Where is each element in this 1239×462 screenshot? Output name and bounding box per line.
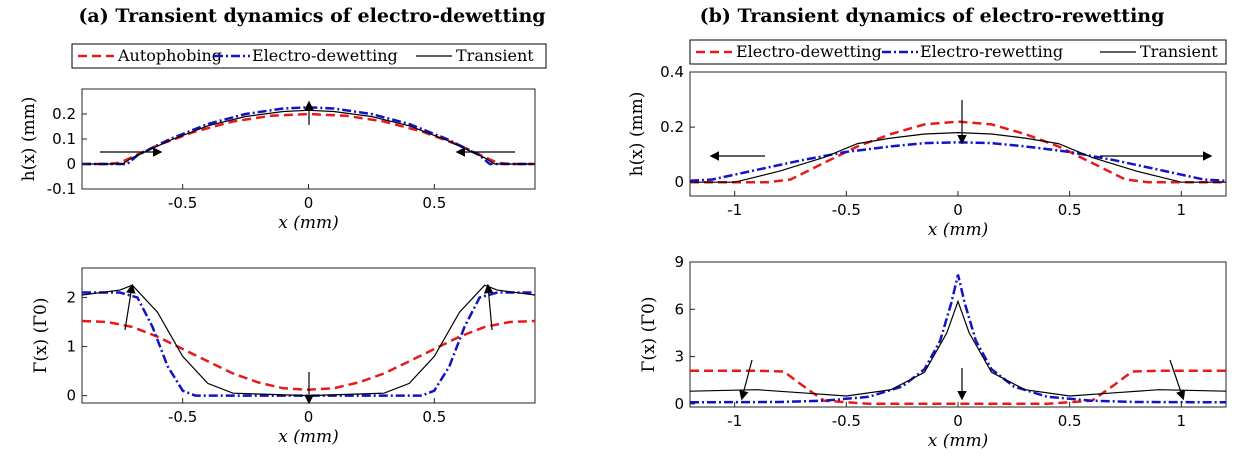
- x-tick-label: 0: [953, 201, 963, 219]
- y-tick-label: 0.2: [660, 118, 684, 136]
- series-transient-line: [690, 299, 1226, 397]
- legend-label-transient-b: Transient: [1140, 42, 1218, 61]
- x-axis-label: x (mm): [278, 213, 339, 233]
- panel-a-top: -0.5 0 0.5 -0.1 0 0.1 0.2 x (mm) h(x) (mm): [19, 88, 536, 233]
- y-axis-label: Γ(x) (Γ0): [639, 297, 659, 373]
- direction-arrow: [739, 359, 753, 401]
- x-tick-label: 0: [953, 412, 963, 430]
- y-tick-label: 0: [66, 387, 76, 405]
- y-tick-label: 9: [674, 253, 684, 271]
- y-tick-label: 0.2: [52, 105, 76, 123]
- y-tick-label: 0: [674, 173, 684, 191]
- direction-arrow: [1169, 359, 1186, 401]
- x-axis-label: x (mm): [928, 431, 989, 451]
- x-tick-label: 0: [304, 194, 314, 212]
- x-tick-label: 1: [1177, 201, 1187, 219]
- x-tick-label: -0.5: [832, 412, 861, 430]
- y-tick-label: 6: [674, 300, 684, 318]
- plot-area: -0.5 0 0.5 -0.1 0 0.1 0.2 x (mm) h(x) (mm) -0.5 0 0…: [19, 63, 1227, 451]
- x-tick-label: -0.5: [168, 408, 197, 426]
- x-tick-label: -0.5: [168, 194, 197, 212]
- panel-b-bottom: -1 -0.5 0 0.5 1 0 3 6 9 x (mm) Γ(x) (Γ0): [639, 253, 1227, 451]
- series-electro-dewetting-line: [690, 120, 1226, 184]
- x-tick-label: -1: [727, 412, 742, 430]
- panel-a-legend: Autophobing Electro-dewetting Transient: [71, 43, 547, 69]
- x-axis-label: x (mm): [278, 427, 339, 447]
- x-tick-label: 0.5: [422, 408, 446, 426]
- x-tick-label: 1: [1177, 412, 1187, 430]
- series-electro-dewetting-line: [82, 291, 535, 397]
- direction-arrow: [124, 283, 136, 331]
- y-tick-label: 3: [674, 348, 684, 366]
- y-axis-label: h(x) (mm): [627, 92, 647, 177]
- series-transient-line: [690, 131, 1226, 183]
- panel-b-title: (b) Transient dynamics of electro-rewett…: [700, 5, 1165, 27]
- y-axis-label: Γ(x) (Γ0): [31, 298, 51, 374]
- x-tick-label: -1: [727, 201, 742, 219]
- x-tick-label: 0.5: [1058, 412, 1082, 430]
- axes-box-b-bottom: [689, 261, 1227, 408]
- panel-b-top: -1 -0.5 0 0.5 1 0 0.2 0.4 x (mm) h(x) (mm): [627, 63, 1227, 240]
- legend-label-electro-rewetting: Electro-rewetting: [920, 42, 1063, 61]
- legend-label-electro-dewetting: Electro-dewetting: [252, 46, 398, 65]
- x-tick-label: 0: [304, 408, 314, 426]
- legend-label-transient: Transient: [456, 46, 534, 65]
- x-tick-label: -0.5: [832, 201, 861, 219]
- y-tick-label: 2: [66, 288, 76, 306]
- y-axis-label: h(x) (mm): [19, 97, 39, 182]
- y-tick-label: 0.4: [660, 63, 684, 81]
- axes-box-b-top: [689, 71, 1227, 197]
- x-tick-label: 0.5: [422, 194, 446, 212]
- legend-label-autophobing: Autophobing: [117, 46, 222, 65]
- y-tick-label: 0: [66, 155, 76, 173]
- direction-arrow: [483, 283, 494, 331]
- series-electro-rewetting-line: [690, 274, 1226, 404]
- y-tick-label: -0.1: [47, 180, 76, 198]
- panel-a-title: (a) Transient dynamics of electro-dewett…: [78, 5, 545, 27]
- y-tick-label: 1: [66, 338, 76, 356]
- y-tick-label: 0: [674, 395, 684, 413]
- series-electro-rewetting-line: [690, 141, 1226, 183]
- legend-label-electro-dewetting-b: Electro-dewetting: [736, 42, 882, 61]
- panel-a-bottom: -0.5 0 0.5 0 1 2 x (mm) Γ(x) (Γ0): [31, 267, 536, 447]
- y-tick-label: 0.1: [52, 130, 76, 148]
- panel-b-legend: Electro-dewetting Electro-rewetting Tran…: [689, 39, 1227, 65]
- x-axis-label: x (mm): [928, 220, 989, 240]
- x-tick-label: 0.5: [1058, 201, 1082, 219]
